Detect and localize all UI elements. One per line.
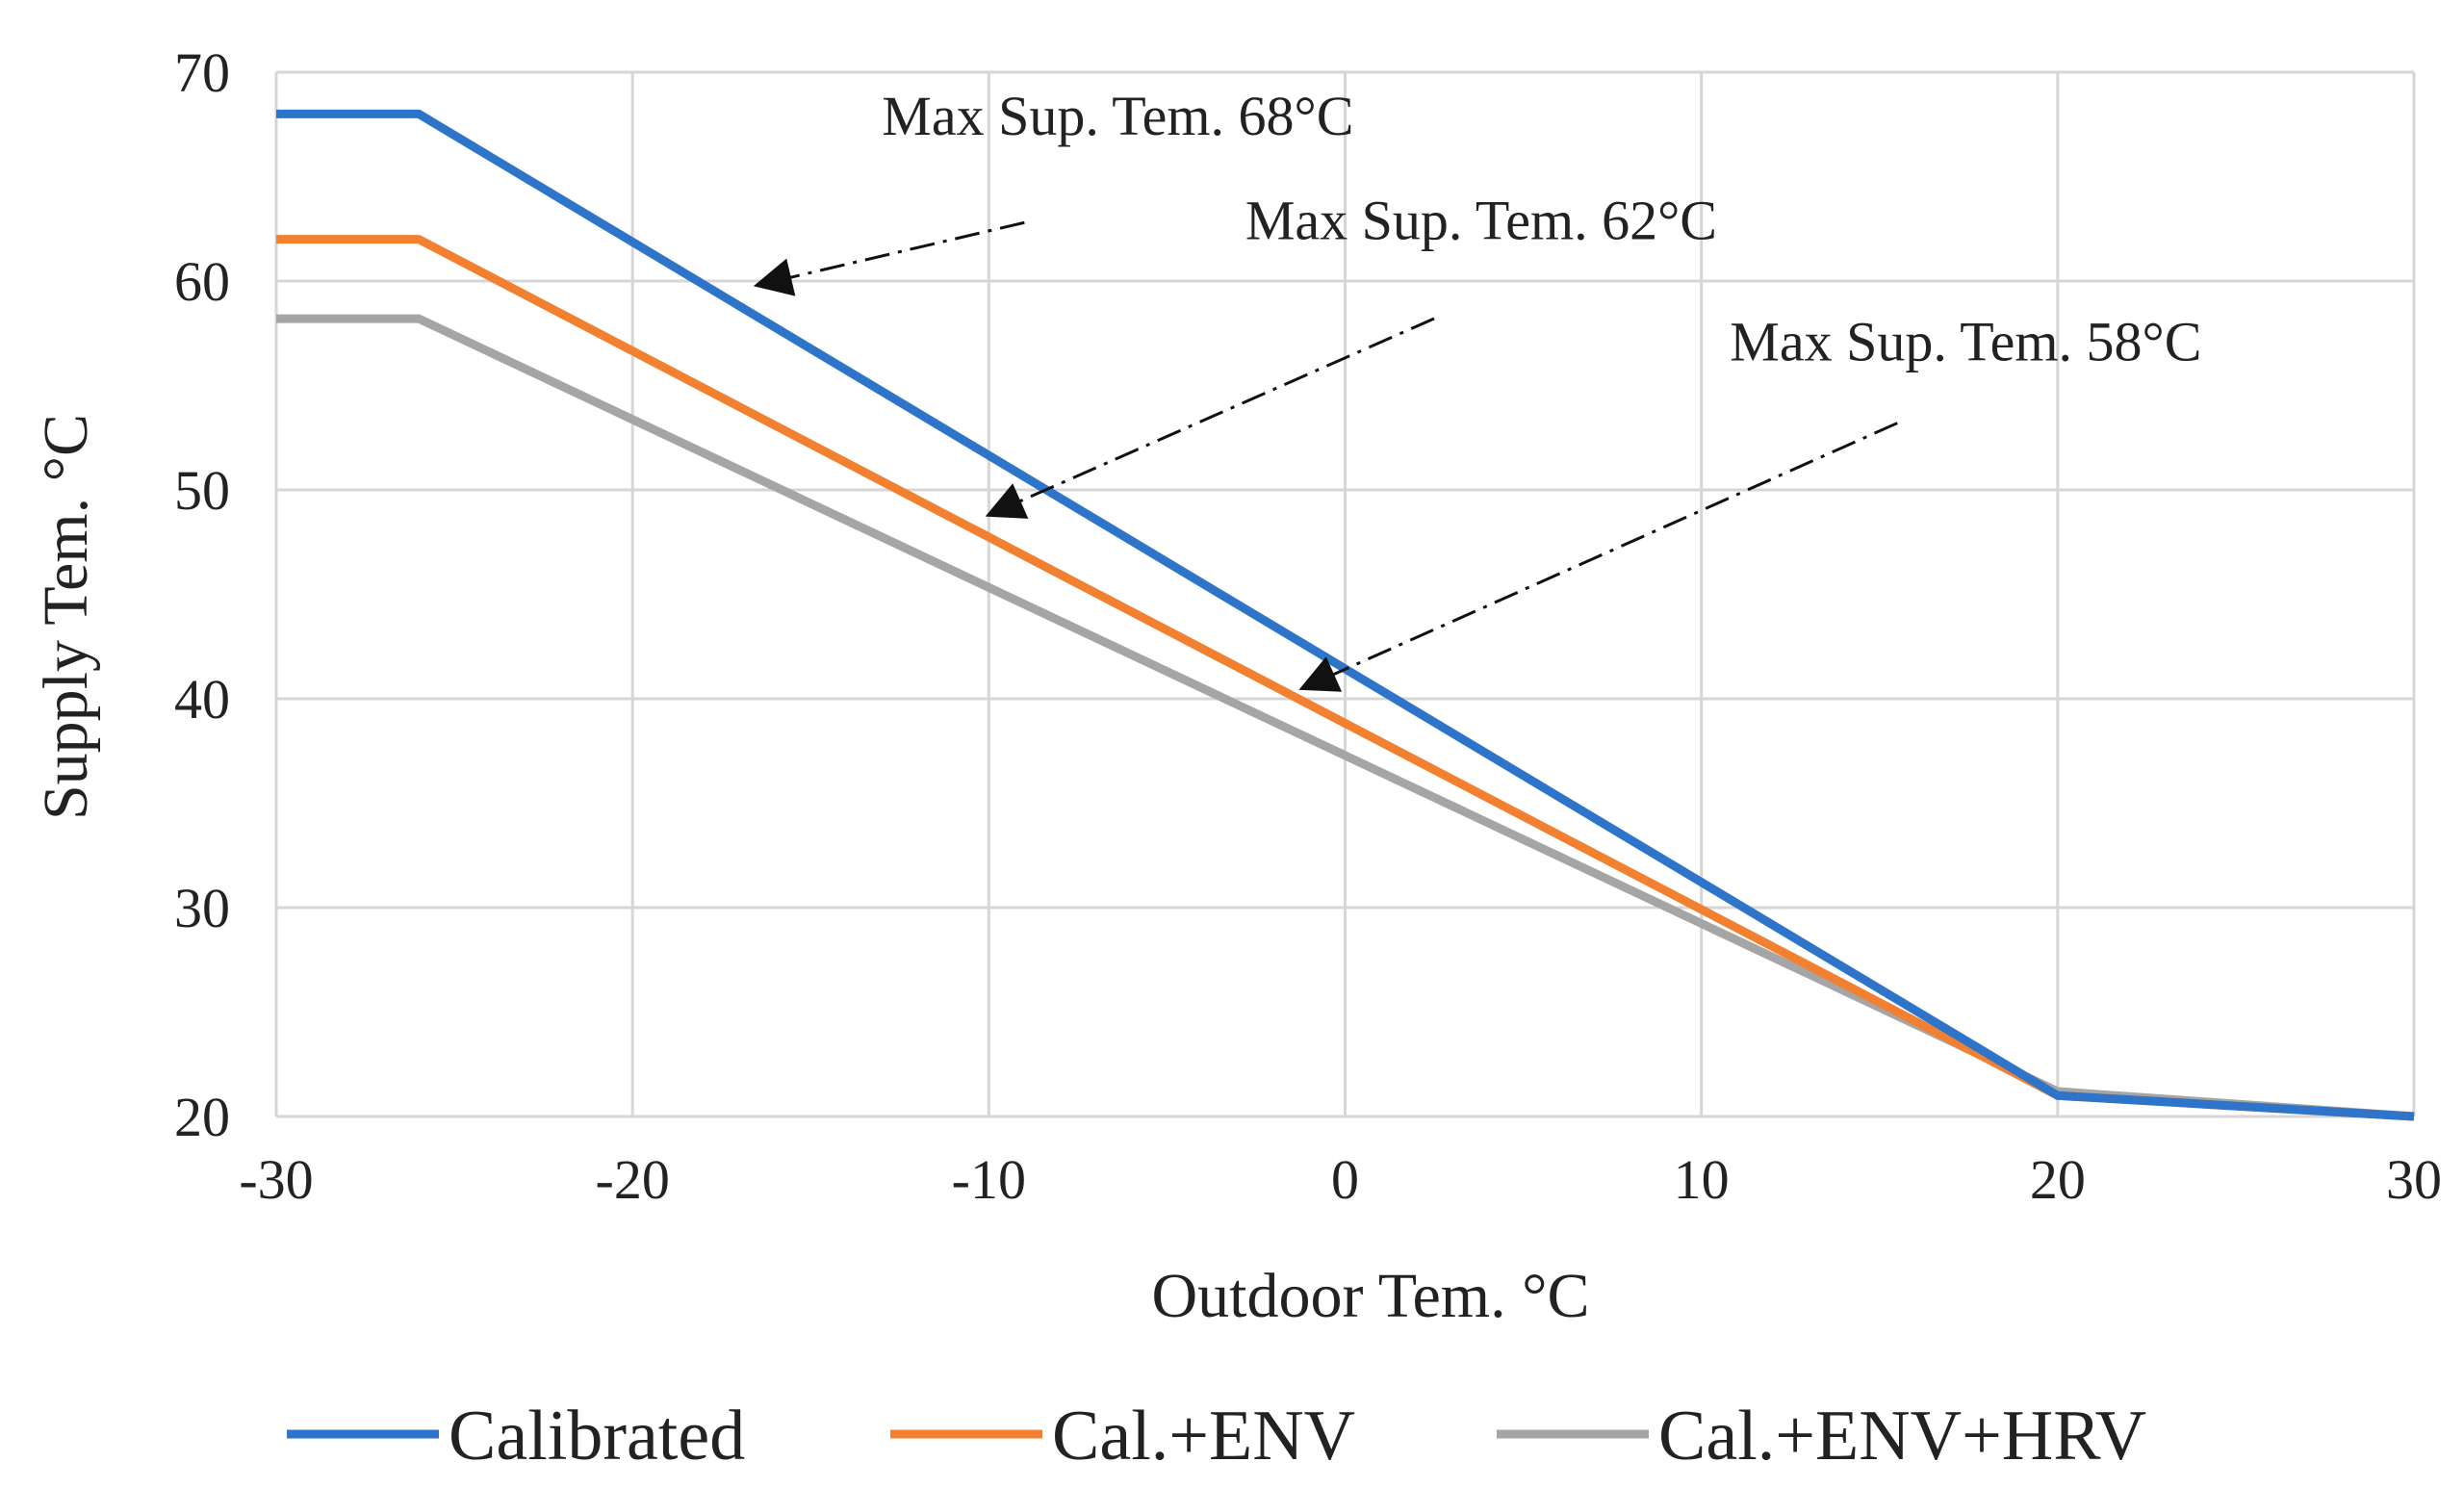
- y-tick-label: 30: [174, 877, 230, 939]
- legend-label: Calibrated: [449, 1397, 745, 1475]
- gridlines: [274, 70, 2416, 1118]
- series-line-calibrated: [276, 109, 2415, 1121]
- legend: Calibrated Cal.+ENV Cal.+ENV+HRV: [287, 1397, 2146, 1475]
- y-tick-label: 40: [174, 668, 230, 731]
- x-tick-label: -20: [596, 1148, 670, 1211]
- x-axis-title: Outdoor Tem. °C: [1151, 1261, 1589, 1331]
- tick-labels: -30 -20 -10 0 10 20 30 20 30 40 50 60 70: [174, 41, 2442, 1211]
- y-tick-label: 50: [174, 459, 230, 522]
- annotations: Max Sup. Tem. 68°C Max Sup. Tem. 62°CMax …: [753, 85, 2201, 692]
- annotation-text: Max Sup. Tem. 58°C: [1730, 310, 2201, 372]
- x-tick-label: 10: [1674, 1148, 1730, 1211]
- x-tick-label: -30: [239, 1148, 313, 1211]
- annotation-arrow: [1298, 422, 1898, 692]
- y-tick-label: 20: [174, 1086, 230, 1148]
- legend-label: Cal.+ENV+HRV: [1658, 1397, 2146, 1475]
- x-tick-label: 20: [2030, 1148, 2086, 1211]
- annotation-text: Max Sup. Tem. 68°C: [882, 85, 1353, 147]
- series-lines: [276, 109, 2415, 1121]
- x-tick-label: 30: [2386, 1148, 2442, 1211]
- annotation-arrow: [985, 317, 1435, 519]
- y-tick-label: 60: [174, 250, 230, 313]
- annotation-text: Max Sup. Tem. 62°C: [1245, 190, 1717, 252]
- legend-label: Cal.+ENV: [1052, 1397, 1355, 1475]
- y-axis-title: Supply Tem. °C: [31, 414, 101, 820]
- y-tick-label: 70: [174, 41, 230, 104]
- x-tick-label: 0: [1331, 1148, 1359, 1211]
- x-tick-label: -10: [952, 1148, 1026, 1211]
